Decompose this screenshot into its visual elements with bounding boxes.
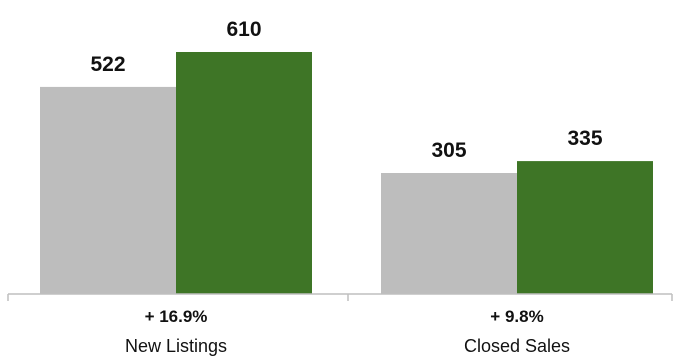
bar-new-listings-series-2 [176, 52, 312, 294]
data-label-new-listings-series-1: 522 [90, 53, 125, 76]
data-label-new-listings-series-2: 610 [226, 18, 261, 41]
category-label-closed-sales: Closed Sales [464, 336, 570, 356]
bar-new-listings-series-1 [40, 86, 176, 295]
data-label-closed-sales-series-2: 335 [567, 127, 602, 150]
value-labels-layer: 522 610 305 335 [90, 18, 602, 162]
category-labels-layer: New Listings Closed Sales [125, 336, 570, 356]
bar-closed-sales-series-1 [381, 173, 517, 294]
bar-closed-sales-series-2 [517, 161, 653, 294]
change-label-new-listings: + 16.9% [145, 307, 208, 326]
bars-layer [40, 52, 653, 295]
change-labels-layer: + 16.9% + 9.8% [145, 307, 544, 326]
data-label-closed-sales-series-1: 305 [431, 139, 466, 162]
x-axis [7, 293, 673, 301]
category-label-new-listings: New Listings [125, 336, 227, 356]
change-label-closed-sales: + 9.8% [490, 307, 543, 326]
